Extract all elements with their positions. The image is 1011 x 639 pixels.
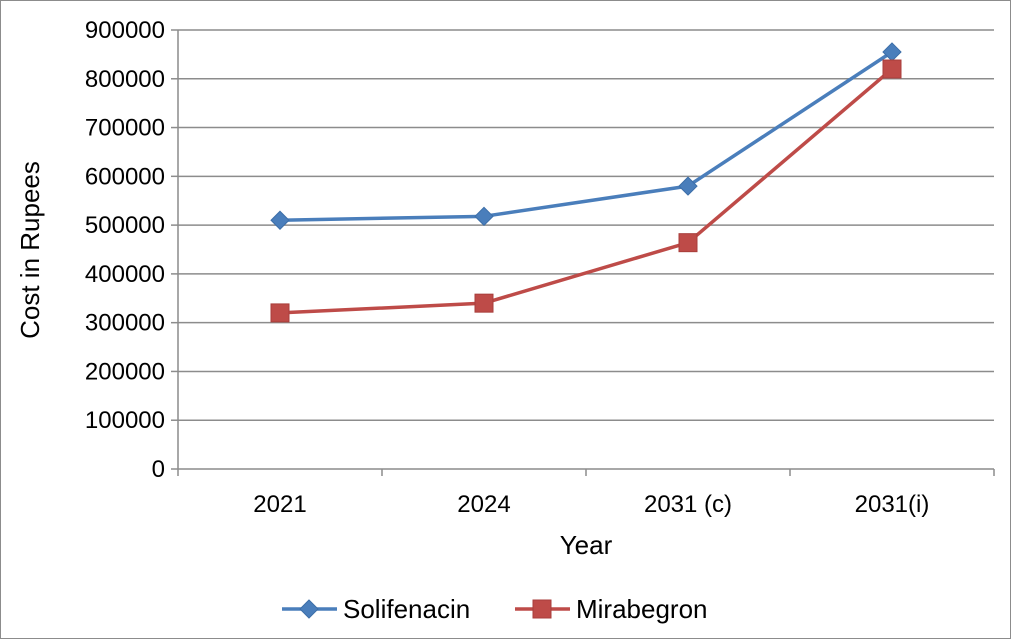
x-tick-label-3: 2031(i) — [855, 491, 930, 518]
data-point-1-1 — [474, 293, 494, 313]
axes — [171, 29, 995, 476]
series-0 — [270, 42, 902, 230]
series-1 — [270, 59, 902, 323]
x-tick-label-0: 2021 — [253, 491, 306, 518]
legend-marker-1 — [532, 599, 552, 619]
y-tick-label-9: 900000 — [85, 17, 165, 44]
legend-label-1: Mirabegron — [576, 594, 708, 624]
x-tick-label-1: 2024 — [457, 491, 510, 518]
y-tick-label-2: 200000 — [85, 358, 165, 385]
x-axis-title: Year — [560, 530, 613, 560]
series-line-0 — [279, 50, 893, 222]
y-tick-label-1: 100000 — [85, 407, 165, 434]
data-point-0-2 — [678, 176, 698, 196]
y-axis-title: Cost in Rupees — [15, 161, 45, 339]
legend: Solifenacin Mirabegron — [282, 594, 708, 624]
y-tick-label-7: 700000 — [85, 115, 165, 142]
x-tick-labels: 2021 2024 2031 (c) 2031(i) — [253, 491, 929, 518]
data-point-1-3 — [882, 59, 902, 79]
y-tick-labels: 0 100000 200000 300000 400000 500000 600000 700… — [85, 17, 165, 483]
series-line-1 — [279, 67, 894, 315]
x-tick-label-2: 2031 (c) — [644, 491, 732, 518]
data-point-0-1 — [474, 206, 494, 227]
y-tick-label-6: 600000 — [85, 163, 165, 190]
legend-item-0: Solifenacin — [282, 594, 470, 624]
data-point-1-2 — [678, 233, 698, 253]
y-tick-label-8: 800000 — [85, 66, 165, 93]
y-tick-label-3: 300000 — [85, 310, 165, 337]
y-tick-label-5: 500000 — [85, 212, 165, 239]
y-tick-label-0: 0 — [152, 456, 165, 483]
data-point-1-0 — [270, 303, 290, 323]
y-tick-label-4: 400000 — [85, 261, 165, 288]
legend-marker-0 — [299, 599, 319, 619]
data-point-0-3 — [882, 42, 902, 62]
gridlines — [178, 29, 994, 421]
series-group — [270, 42, 902, 323]
data-point-0-0 — [270, 210, 290, 230]
legend-label-0: Solifenacin — [343, 594, 470, 624]
legend-item-1: Mirabegron — [515, 594, 708, 624]
